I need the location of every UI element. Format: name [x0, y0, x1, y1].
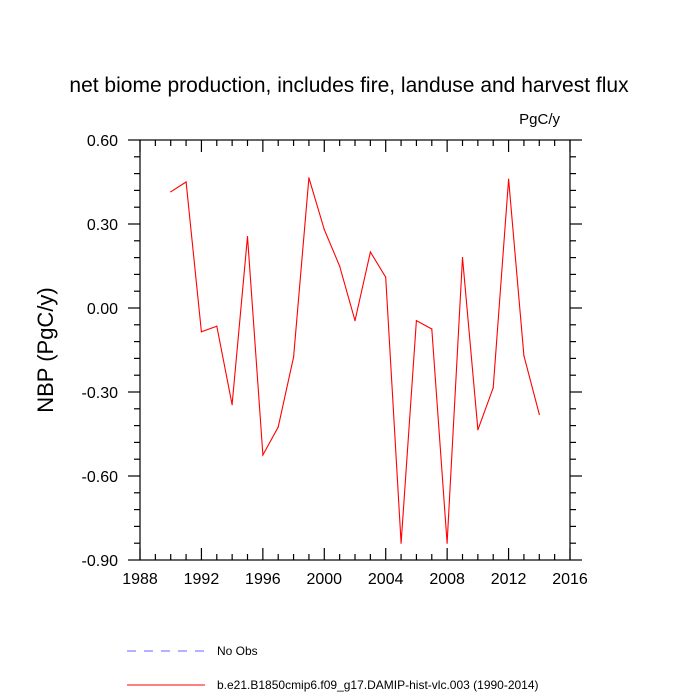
data-point — [400, 542, 402, 544]
series-line — [170, 177, 540, 544]
data-point — [262, 454, 264, 456]
data-point — [492, 387, 494, 389]
x-tick-label: 2016 — [552, 571, 588, 588]
data-point — [477, 429, 479, 431]
x-tick-label: 2008 — [429, 571, 465, 588]
data-point — [339, 265, 341, 267]
data-point — [323, 229, 325, 231]
data-point — [507, 178, 510, 180]
y-tick-label: -0.30 — [82, 385, 119, 402]
data-point — [538, 413, 540, 415]
y-tick-label: 0.30 — [87, 217, 118, 234]
data-point — [415, 320, 418, 322]
axis-ticks — [128, 139, 582, 561]
data-point — [446, 542, 448, 544]
data-point — [246, 236, 249, 238]
data-point — [216, 325, 218, 327]
y-tick-label: 0.00 — [87, 301, 118, 318]
y-tick-labels: 0.60 0.30 0.00 -0.30 -0.60 -0.90 — [82, 133, 119, 570]
data-point — [292, 356, 295, 358]
x-tick-label: 2012 — [491, 571, 527, 588]
units-label: PgC/y — [519, 111, 560, 128]
x-tick-label: 1988 — [122, 571, 158, 588]
data-point — [277, 426, 279, 428]
data-point — [170, 191, 172, 193]
data-point — [385, 276, 387, 278]
x-tick-label: 2004 — [368, 571, 404, 588]
series-group — [170, 177, 540, 544]
y-tick-label: 0.60 — [87, 133, 118, 150]
data-point — [369, 251, 371, 253]
data-point — [231, 404, 233, 406]
data-point — [523, 355, 525, 357]
y-axis-label: NBP (PgC/y) — [33, 287, 58, 413]
y-tick-label: -0.90 — [82, 553, 119, 570]
legend-label: b.e21.B1850cmip6.f09_g17.DAMIP-hist-vlc.… — [217, 678, 539, 692]
plot-frame — [139, 139, 571, 561]
x-tick-label: 1996 — [245, 571, 281, 588]
legend: No Obs b.e21.B1850cmip6.f09_g17.DAMIP-his… — [127, 644, 539, 692]
y-tick-label: -0.60 — [82, 469, 119, 486]
data-point — [461, 257, 464, 259]
data-point — [200, 331, 203, 333]
data-point — [354, 320, 356, 322]
chart-title: net biome production, includes fire, lan… — [69, 74, 629, 97]
x-tick-label: 2000 — [306, 571, 342, 588]
data-point — [308, 177, 310, 179]
x-tick-label: 1992 — [184, 571, 220, 588]
legend-label: No Obs — [217, 644, 258, 658]
data-point — [185, 181, 187, 183]
data-point — [431, 328, 433, 330]
x-tick-labels: 1988 1992 1996 2000 2004 2008 2012 2016 — [122, 571, 588, 588]
